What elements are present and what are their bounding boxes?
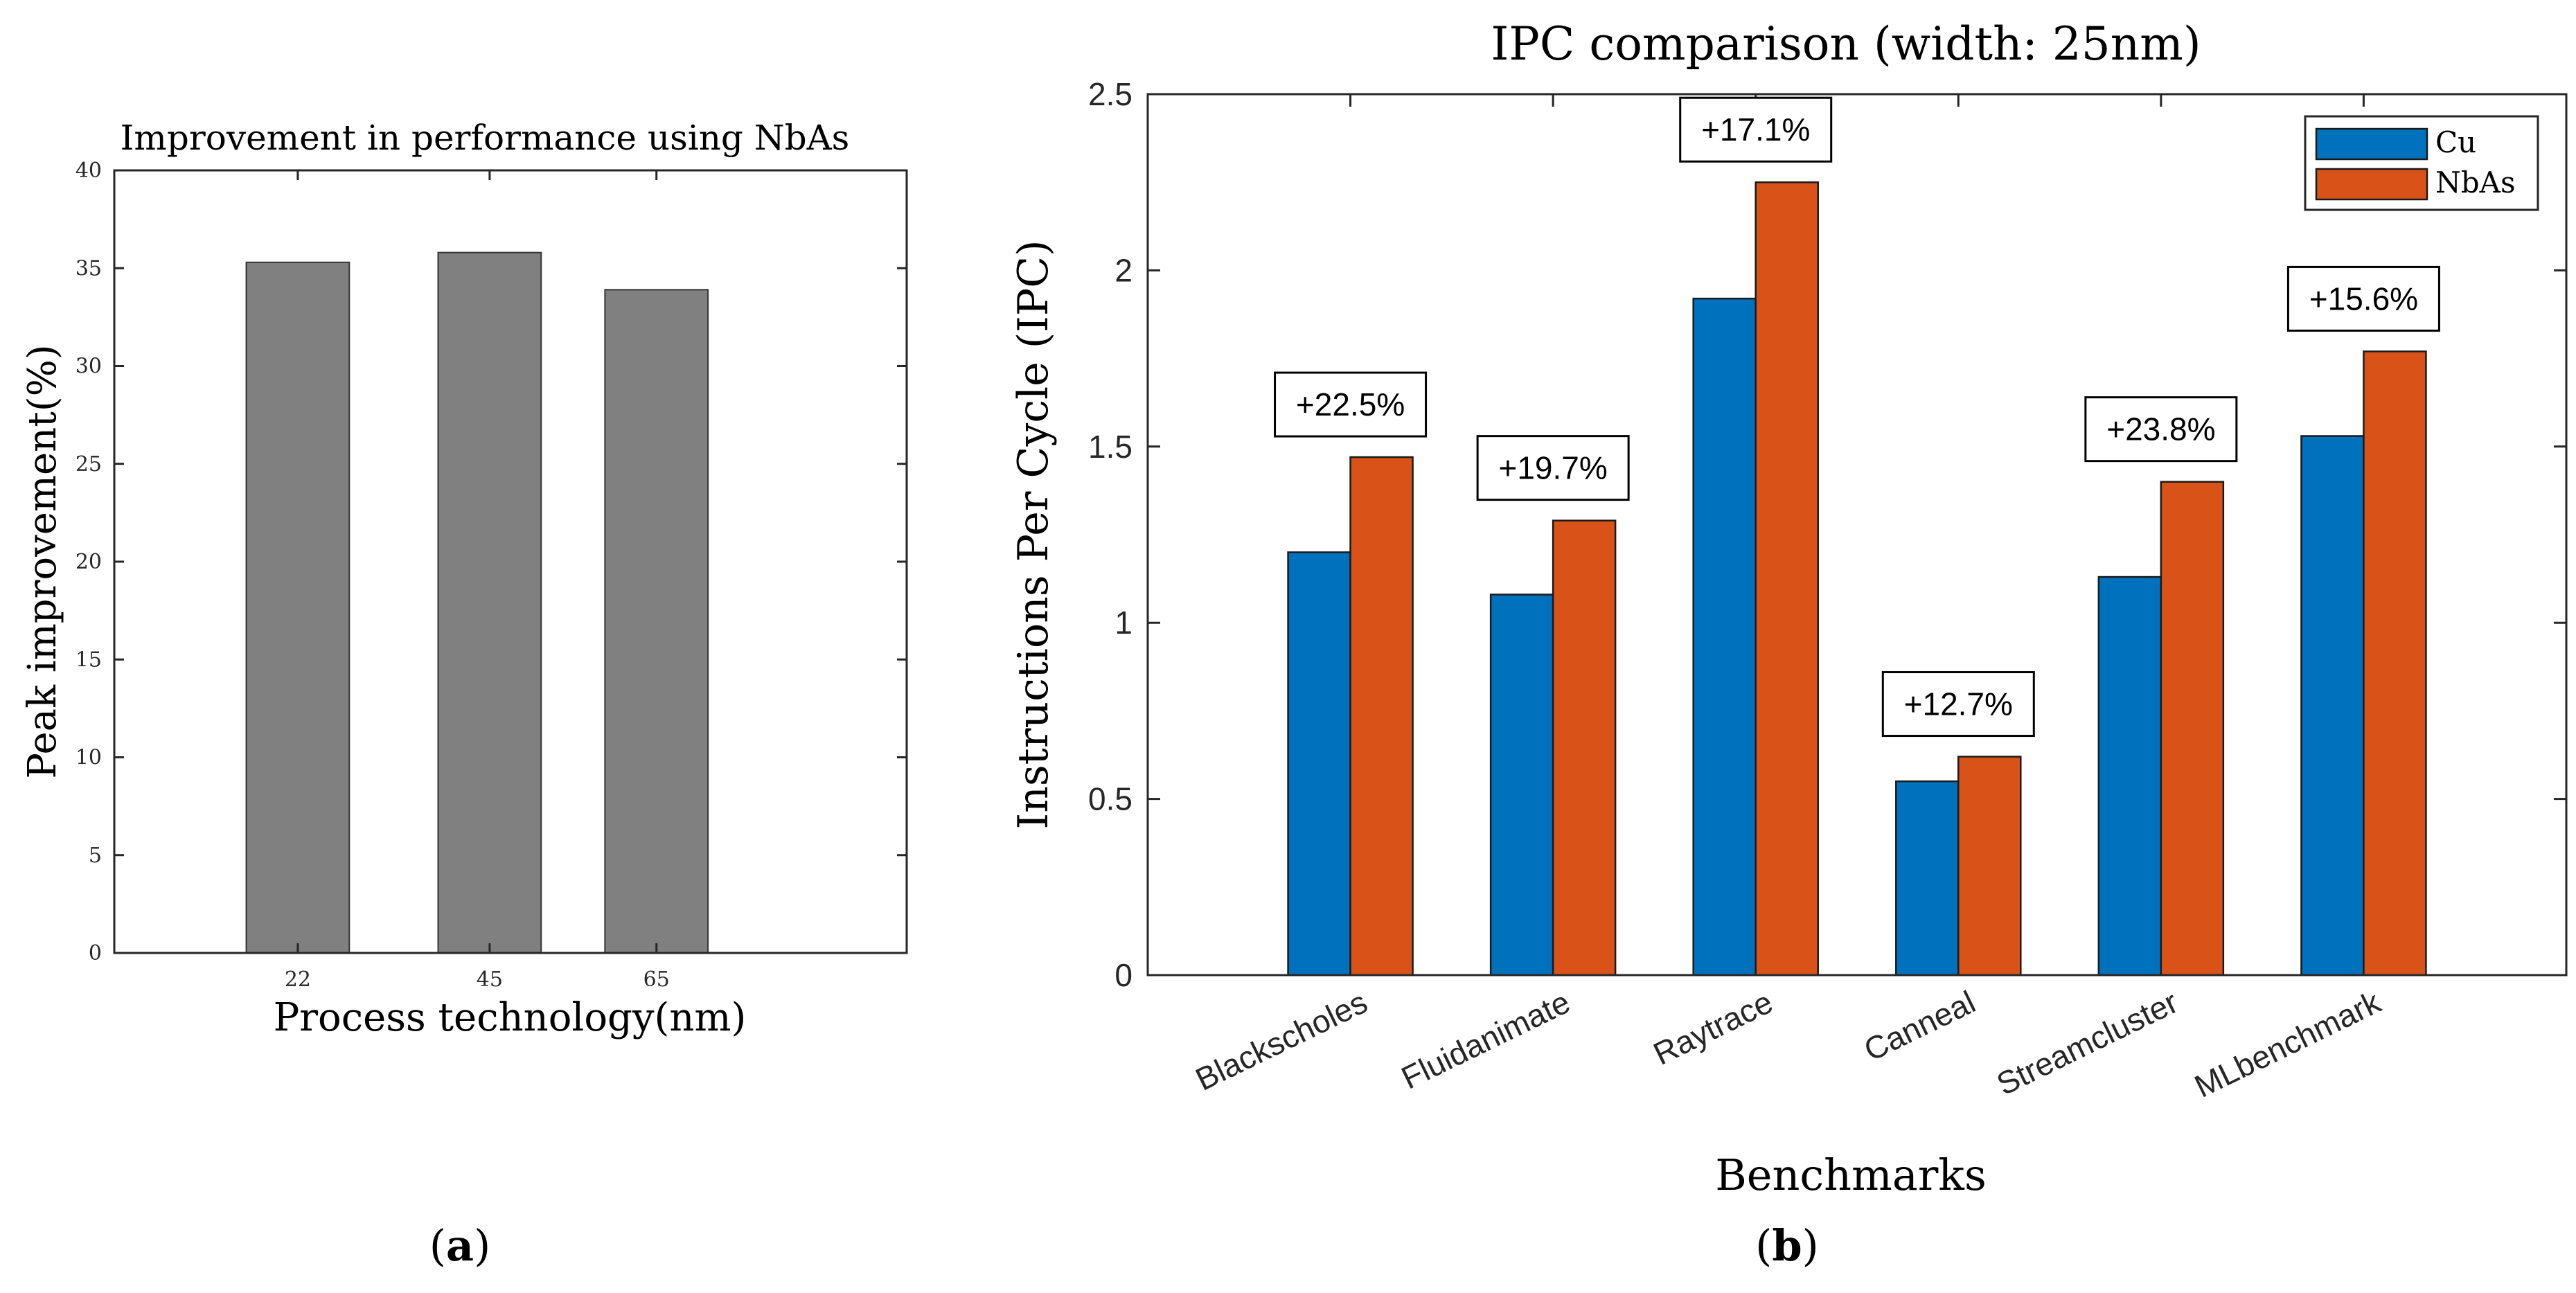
chart-a-ytick-label: 30	[75, 355, 102, 379]
chart-b-bar-cu	[1692, 297, 1757, 977]
chart-b-bar-nbas	[1755, 181, 1819, 977]
chart-a-ylabel: Peak improvement(%)	[20, 344, 65, 778]
chart-a-xtick-label: 22	[285, 967, 311, 992]
chart-b-annotation: +23.8%	[2084, 396, 2238, 463]
chart-a-ytick-label: 40	[75, 159, 102, 183]
chart-b-xtick-label: Canneal	[1858, 983, 1981, 1068]
chart-a-ytick-label: 20	[75, 550, 102, 574]
chart-b-bar-nbas	[2160, 481, 2225, 977]
chart-b-legend: Cu NbAs	[2304, 115, 2539, 211]
chart-a-ytick-label: 25	[75, 452, 102, 476]
chart-b-xtick-label: Blackscholes	[1190, 983, 1373, 1097]
chart-a-ytick-label: 0	[89, 941, 102, 965]
chart-b-annotation-label: +19.7%	[1498, 450, 1607, 486]
chart-a-xtick-label: 65	[643, 967, 670, 992]
chart-b-annotation-box	[1274, 371, 1428, 438]
chart-b: IPC comparison (width: 25nm) 0 0.5 1 1.5 2 2.…	[1009, 17, 2568, 1271]
chart-b-ytick-label: 0	[1114, 957, 1132, 993]
chart-b-ytick-label: 2.5	[1088, 76, 1132, 112]
chart-a-bar	[245, 261, 350, 954]
chart-b-caption: (b)	[1755, 1220, 1819, 1271]
chart-b-bar-cu	[2097, 576, 2162, 977]
chart-b-bar-nbas	[1957, 756, 2022, 977]
chart-b-annotation: +19.7%	[1476, 435, 1630, 501]
chart-b-annotation-box	[1476, 435, 1630, 501]
chart-b-ytick-label: 1.5	[1088, 429, 1132, 465]
chart-b-annotation: +22.5%	[1274, 371, 1428, 438]
chart-b-bar-cu	[1895, 780, 1960, 977]
chart-a-xlabel: Process technology(nm)	[274, 995, 747, 1040]
chart-a-title: Improvement in performance using NbAs	[121, 118, 850, 158]
chart-b-legend-label: NbAs	[2435, 166, 2516, 199]
chart-b-ytick-label: 0.5	[1088, 781, 1132, 817]
chart-b-annotation-box	[1679, 96, 1833, 163]
chart-b-bar-nbas	[2363, 350, 2427, 977]
chart-b-annotation-box	[2084, 396, 2238, 463]
chart-b-ylabel: Instructions Per Cycle (IPC)	[1009, 240, 1058, 829]
chart-b-annotation-label: +17.1%	[1701, 112, 1810, 148]
chart-b-xtick-label: Streamcluster	[1991, 983, 2183, 1102]
chart-b-ytick-label: 2	[1114, 252, 1132, 288]
chart-a-ytick-label: 35	[75, 256, 102, 280]
chart-b-legend-label: Cu	[2435, 125, 2476, 159]
chart-b-bar-nbas	[1349, 456, 1414, 977]
chart-b-bar-nbas	[1552, 519, 1617, 977]
chart-a-axes-box	[113, 169, 908, 954]
chart-b-bar-cu	[2300, 435, 2365, 977]
chart-b-annotation-box	[2286, 265, 2440, 332]
chart-b-xtick-label: Fluidanimate	[1396, 983, 1576, 1096]
chart-a-ytick-label: 15	[75, 648, 102, 672]
chart-b-annotation: +17.1%	[1679, 96, 1833, 163]
chart-b-legend-swatch	[2315, 127, 2428, 161]
chart-a-ytick-label: 5	[89, 844, 102, 868]
chart-b-annotation: +15.6%	[2286, 265, 2440, 332]
chart-b-bar-cu	[1287, 551, 1351, 977]
chart-b-annotation-label: +12.7%	[1904, 686, 2013, 722]
chart-b-axes-box	[1146, 93, 2568, 977]
chart-b-annotation-label: +23.8%	[2106, 411, 2215, 447]
chart-b-ytick-label: 1	[1114, 605, 1132, 641]
chart-a-ytick-label: 10	[75, 746, 102, 770]
chart-b-annotation-label: +15.6%	[2309, 280, 2418, 316]
chart-b-legend-swatch	[2315, 168, 2428, 201]
chart-b-xtick-label: Raytrace	[1648, 983, 1778, 1071]
chart-b-annotation-label: +22.5%	[1296, 386, 1405, 422]
chart-a-xtick-label: 45	[477, 967, 503, 992]
chart-b-annotation: +12.7%	[1881, 671, 2035, 738]
chart-b-xtick-label: MLbenchmark	[2189, 983, 2387, 1105]
chart-b-xlabel: Benchmarks	[1715, 1150, 1987, 1200]
chart-b-title: IPC comparison (width: 25nm)	[1491, 17, 2201, 71]
chart-a-bar	[604, 289, 709, 954]
chart-b-annotation-box	[1881, 671, 2035, 738]
chart-b-bar-cu	[1489, 594, 1554, 977]
chart-a-caption: (a)	[429, 1220, 491, 1271]
chart-a-bar	[437, 251, 542, 954]
chart-a: Improvement in performance using NbAs 0 5…	[20, 118, 908, 1271]
